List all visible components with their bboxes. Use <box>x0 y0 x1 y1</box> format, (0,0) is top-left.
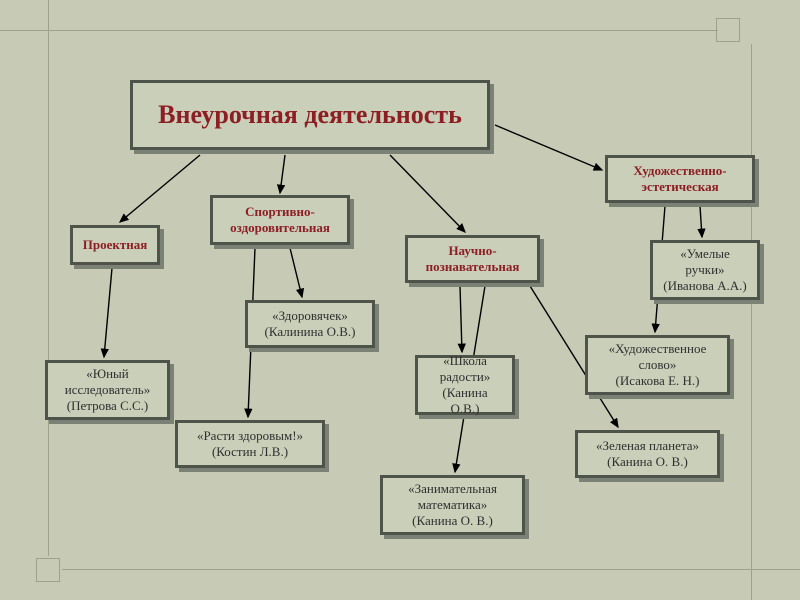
leaf-node-young: «Юный исследователь» (Петрова С.С.) <box>45 360 170 420</box>
leaf-node-math: «Занимательная математика» (Канина О. В.… <box>380 475 525 535</box>
edge-title-sci <box>390 155 465 232</box>
title-node: Внеурочная деятельность <box>130 80 490 150</box>
category-node-sci: Научно- познавательная <box>405 235 540 283</box>
leaf-node-zdor: «Здоровячек» (Калинина О.В.) <box>245 300 375 348</box>
edge-sci-joy <box>460 286 462 352</box>
leaf-node-word: «Художественное слово» (Исакова Е. Н.) <box>585 335 730 395</box>
edge-sport-zdor <box>290 248 302 297</box>
category-node-art: Художественно- эстетическая <box>605 155 755 203</box>
leaf-node-planet: «Зеленая планета» (Канина О. В.) <box>575 430 720 478</box>
leaf-node-grow: «Расти здоровым!» (Костин Л.В.) <box>175 420 325 468</box>
leaf-node-joy: «Школа радости» (Канина О.В.) <box>415 355 515 415</box>
leaf-node-hands: «Умелые ручки» (Иванова А.А.) <box>650 240 760 300</box>
decor-line-bottom <box>62 569 800 570</box>
category-node-sport: Спортивно- оздоровительная <box>210 195 350 245</box>
edge-title-proj <box>120 155 200 222</box>
edge-title-art <box>495 125 602 170</box>
edge-art-hands <box>700 206 702 237</box>
edge-proj-young <box>104 268 112 357</box>
decor-square-tl <box>716 18 740 42</box>
decor-line-right <box>751 44 752 600</box>
decor-square-br <box>36 558 60 582</box>
edge-title-sport <box>280 155 285 193</box>
category-node-proj: Проектная <box>70 225 160 265</box>
diagram-canvas: Внеурочная деятельность Проектная Спортивн… <box>0 0 800 600</box>
decor-line-left <box>48 0 49 556</box>
decor-line-top <box>0 30 718 31</box>
